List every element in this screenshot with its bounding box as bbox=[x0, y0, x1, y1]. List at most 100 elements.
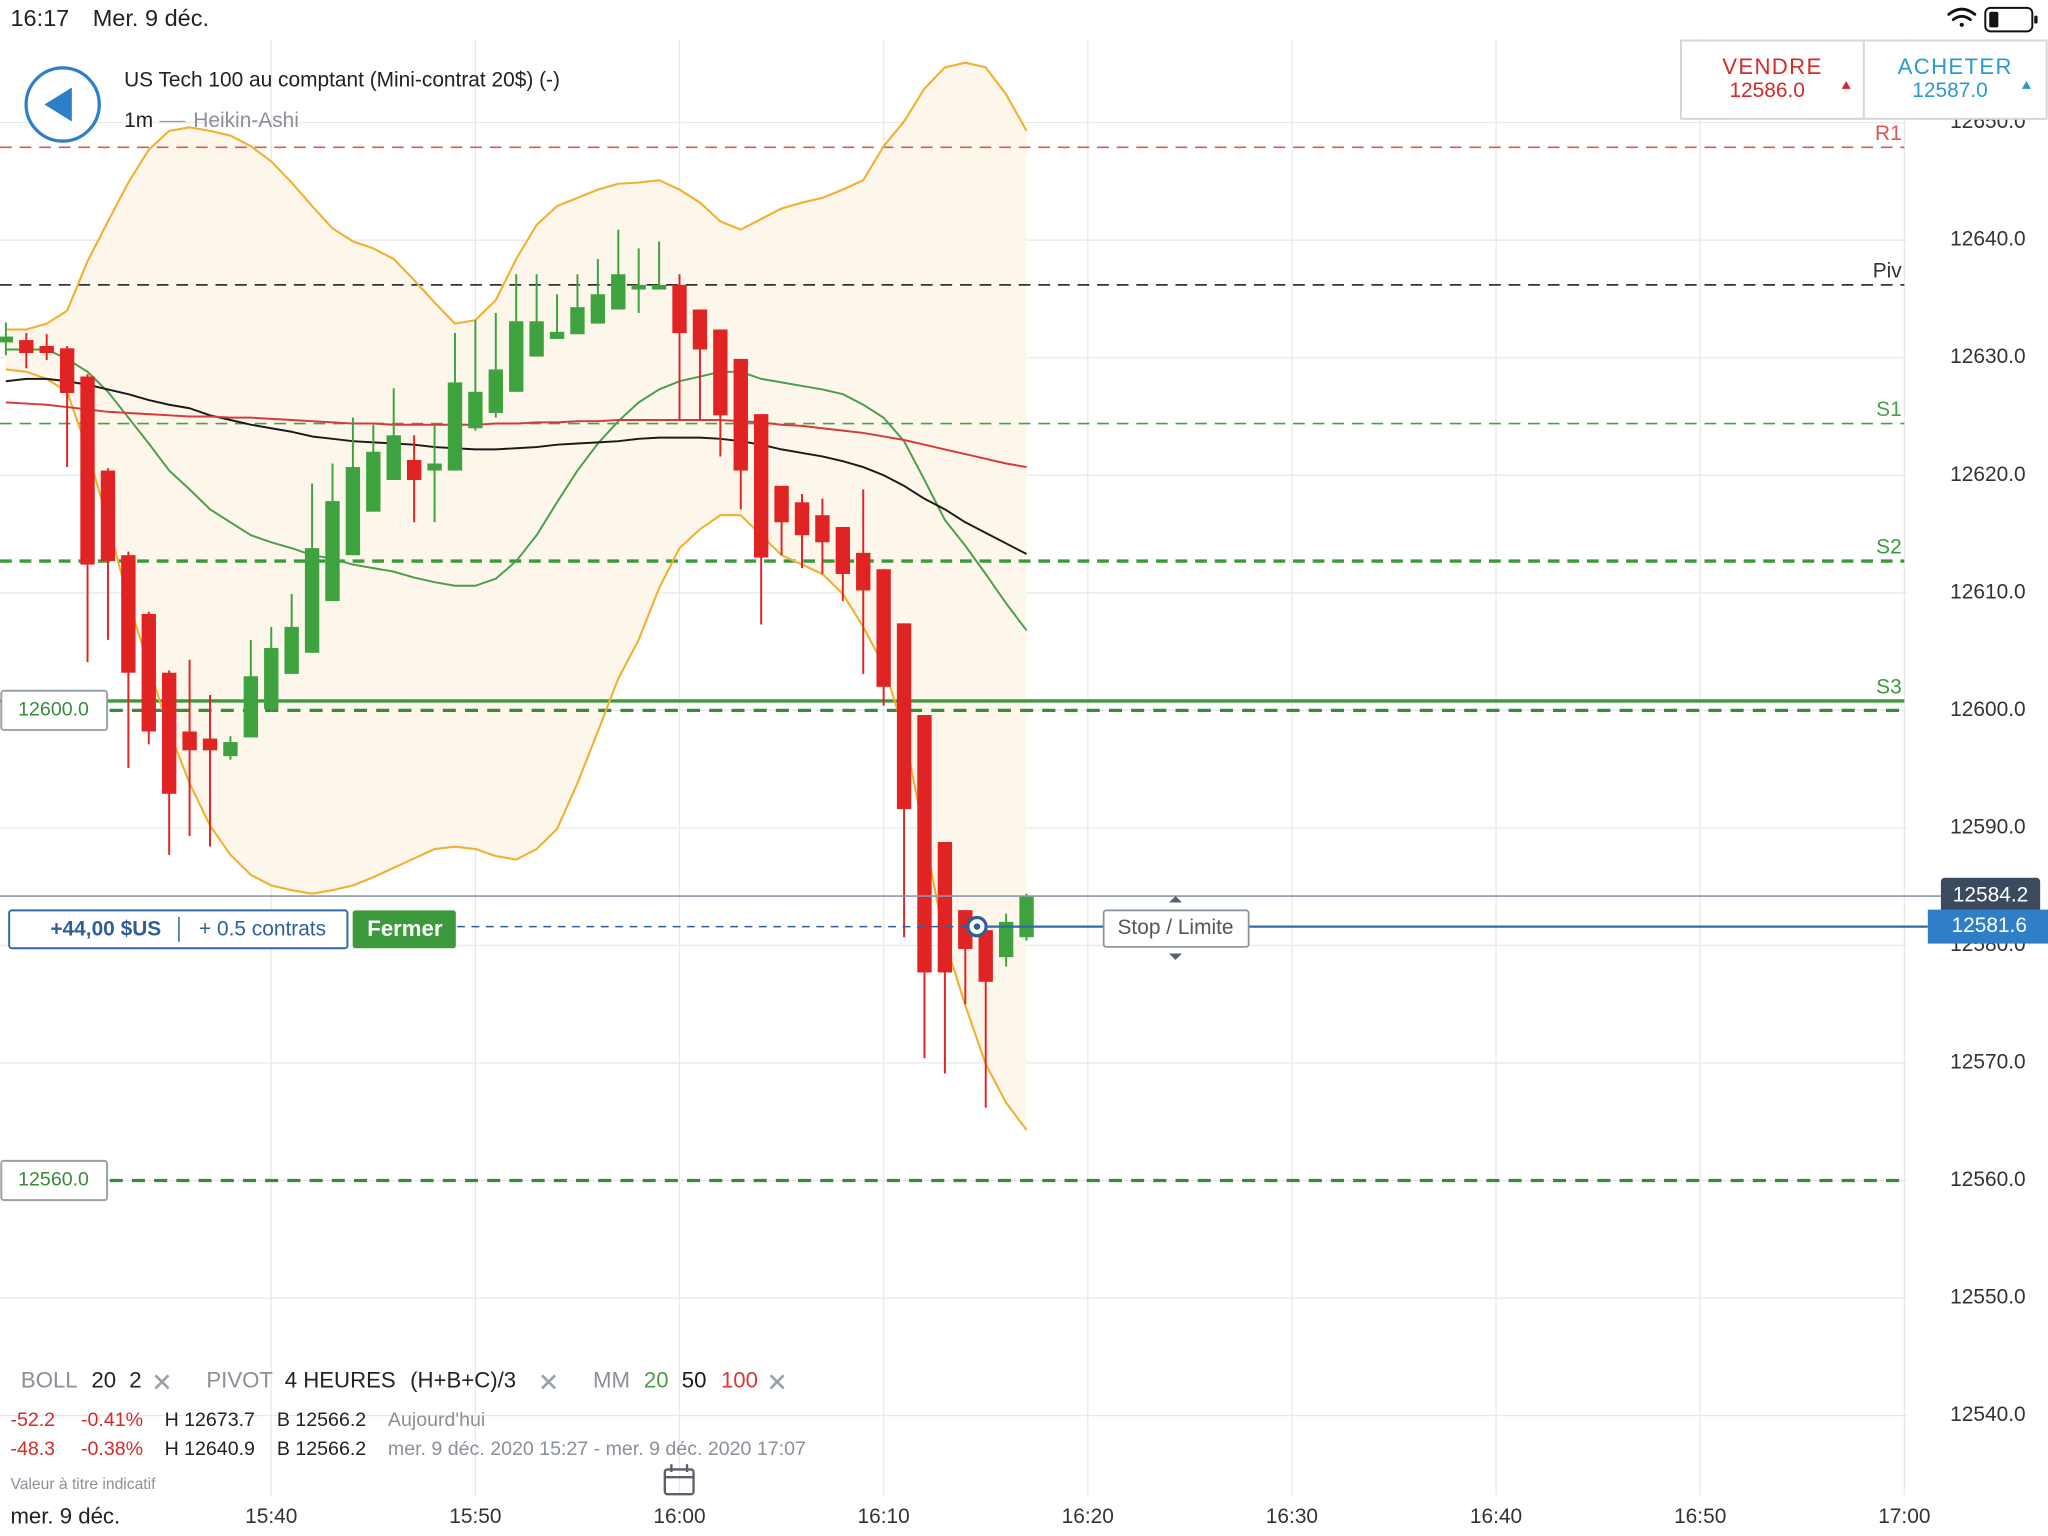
interval[interactable]: 1m bbox=[124, 109, 153, 132]
y-tick-label: 12620.0 bbox=[1950, 463, 2025, 486]
stat-change: -48.3 bbox=[10, 1438, 55, 1460]
pivot-formula: (H+B+C)/3 bbox=[410, 1368, 516, 1393]
x-tick-label: 15:40 bbox=[245, 1505, 297, 1528]
axis-date: mer. 9 déc. bbox=[10, 1504, 120, 1529]
mm-period: 50 bbox=[682, 1368, 707, 1393]
candle-body bbox=[815, 515, 830, 543]
wifi-icon bbox=[1947, 7, 1977, 27]
alert-tag bbox=[0, 689, 109, 731]
pivot-label: S1 bbox=[1876, 398, 1902, 421]
battery-icon bbox=[1984, 6, 2038, 33]
buy-price: 12587.0 bbox=[1912, 79, 1987, 102]
mm-legend: 20 50 100 bbox=[644, 1368, 758, 1393]
sell-label: VENDRE bbox=[1722, 54, 1822, 79]
status-date: Mer. 9 déc. bbox=[93, 5, 209, 31]
x-tick-label: 16:50 bbox=[1674, 1505, 1726, 1528]
y-tick-label: 12630.0 bbox=[1950, 345, 2025, 368]
calendar-button[interactable] bbox=[663, 1464, 695, 1496]
stats: -52.2 -0.41% H 12673.7 B 12566.2 Aujourd'hui… bbox=[10, 1409, 805, 1460]
candle-body bbox=[39, 345, 54, 354]
candle-body bbox=[386, 435, 401, 480]
remove-boll[interactable] bbox=[154, 1374, 170, 1390]
instrument-title: US Tech 100 au comptant (Mini-contrat 20… bbox=[124, 68, 560, 91]
status-time: 16:17 bbox=[10, 5, 69, 31]
x-tick-label: 16:20 bbox=[1062, 1505, 1114, 1528]
candle-body bbox=[917, 715, 932, 973]
disclaimer: Valeur à titre indicatif bbox=[10, 1476, 156, 1493]
x-tick-label: 16:30 bbox=[1266, 1505, 1318, 1528]
candle-body bbox=[121, 555, 136, 673]
candle-body bbox=[549, 331, 565, 339]
stat-low: B 12566.2 bbox=[277, 1438, 366, 1460]
candle-body bbox=[202, 738, 218, 751]
stat-range: Aujourd'hui bbox=[388, 1409, 485, 1431]
candle-body bbox=[713, 329, 728, 416]
candle-body bbox=[856, 552, 871, 591]
alert-label: 12600.0 bbox=[18, 699, 89, 721]
sell-button[interactable]: VENDRE 12586.0 bbox=[1722, 54, 1851, 102]
bollinger-fill bbox=[5, 62, 1027, 1130]
candle-body bbox=[937, 841, 953, 973]
position-size: + 0.5 contrats bbox=[199, 917, 326, 940]
buy-label: ACHETER bbox=[1898, 54, 2013, 79]
stat-change-pct: -0.38% bbox=[81, 1438, 143, 1460]
candle-body bbox=[692, 309, 708, 350]
stop-limit-button[interactable]: Stop / Limite bbox=[1102, 896, 1250, 960]
candle-body bbox=[876, 569, 891, 687]
position-box[interactable]: +44,00 $US + 0.5 contrats bbox=[8, 909, 349, 950]
candle-body bbox=[631, 284, 646, 290]
chart-style[interactable]: Heikin-Ashi bbox=[193, 109, 299, 132]
pivot-label[interactable]: PIVOT bbox=[206, 1368, 273, 1393]
candle-body bbox=[611, 274, 626, 310]
moving-average bbox=[5, 348, 1028, 632]
candle-body bbox=[753, 414, 769, 558]
candle-body bbox=[835, 526, 851, 574]
candle-body bbox=[529, 321, 544, 357]
x-tick-label: 16:00 bbox=[653, 1505, 705, 1528]
x-tick-label: 15:50 bbox=[449, 1505, 501, 1528]
y-tick-label: 12570.0 bbox=[1950, 1050, 2025, 1073]
buy-button[interactable]: ACHETER 12587.0 bbox=[1898, 54, 2032, 102]
y-tick-label: 12610.0 bbox=[1950, 580, 2025, 603]
candle-body bbox=[509, 321, 524, 392]
candle-body bbox=[1019, 896, 1034, 938]
candle-body bbox=[80, 376, 95, 565]
remove-mm[interactable] bbox=[769, 1374, 785, 1390]
candle-body bbox=[0, 336, 14, 343]
boll-label[interactable]: BOLL bbox=[21, 1368, 78, 1393]
candle-body bbox=[488, 369, 503, 413]
stat-high: H 12640.9 bbox=[165, 1438, 255, 1460]
candle-body bbox=[978, 930, 993, 982]
candle-body bbox=[590, 294, 606, 324]
pivot-label: S3 bbox=[1876, 675, 1902, 698]
band-layer bbox=[5, 62, 1027, 1130]
remove-pivot[interactable] bbox=[541, 1374, 557, 1390]
close-position-button[interactable]: Fermer bbox=[352, 910, 456, 949]
mm-label[interactable]: MM bbox=[593, 1368, 630, 1393]
y-tick-label: 12550.0 bbox=[1950, 1286, 2025, 1309]
candle-body bbox=[570, 307, 585, 335]
back-button[interactable] bbox=[24, 66, 101, 143]
candle-body bbox=[182, 731, 197, 751]
moving-average bbox=[5, 377, 1028, 555]
y-tick-label: 12540.0 bbox=[1950, 1403, 2025, 1426]
pivot-label: S2 bbox=[1876, 536, 1902, 559]
candle-body bbox=[651, 284, 667, 290]
candle-body bbox=[141, 613, 156, 732]
alert-label: 12560.0 bbox=[18, 1169, 89, 1191]
stop-limit-label: Stop / Limite bbox=[1117, 916, 1233, 939]
y-tick-label: 12560.0 bbox=[1950, 1168, 2025, 1191]
position-pnl: +44,00 $US bbox=[50, 917, 161, 940]
candle-body bbox=[366, 451, 381, 512]
candle-body bbox=[264, 648, 279, 710]
candle-body bbox=[896, 623, 912, 810]
mm-period: 100 bbox=[721, 1368, 758, 1393]
candle-body bbox=[774, 485, 789, 523]
y-tick-label: 12600.0 bbox=[1950, 698, 2025, 721]
candle-body bbox=[100, 470, 116, 562]
x-tick-label: 16:40 bbox=[1470, 1505, 1522, 1528]
moving-average bbox=[5, 401, 1027, 468]
candle-body bbox=[468, 391, 483, 429]
